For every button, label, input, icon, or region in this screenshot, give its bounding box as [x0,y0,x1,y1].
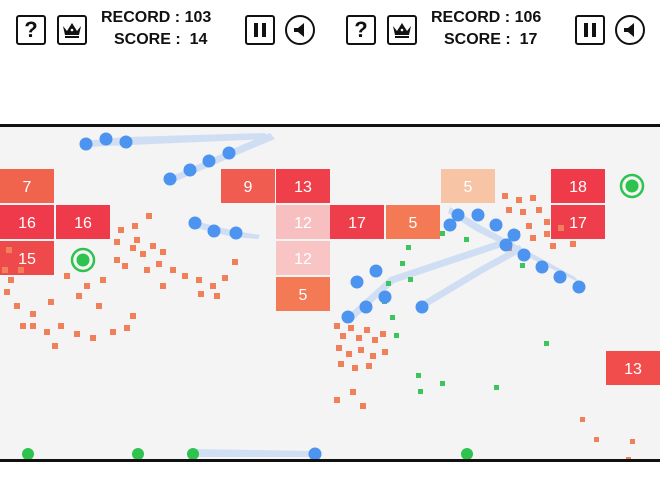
help-button[interactable]: ? [346,15,376,45]
help-icon: ? [354,17,368,42]
sound-icon [624,23,634,37]
sound-icon [294,23,304,37]
crown-icon [393,23,411,38]
extra-ball-ring [70,247,96,273]
bottom-bar-left [0,462,330,477]
block-value: 7 [23,179,32,196]
block-value: 16 [74,215,92,232]
crown-icon [63,23,81,38]
pause-button[interactable] [575,15,605,45]
launch-markers [22,448,199,459]
balls [341,208,586,324]
block-value: 12 [294,251,312,268]
record-line: RECORD : 103 [101,9,211,27]
bottom-bar-right [330,462,660,477]
sound-button[interactable] [615,15,645,45]
block-2: 16 [56,205,110,239]
pause-button[interactable] [245,15,275,45]
playfield-graphics-left: 7 16 16 15 9 13 12 12 5 [0,132,330,459]
record-label: RECORD : [101,9,181,26]
playfield-graphics-right: 5 18 17 17 5 13 [330,169,660,459]
block-value: 16 [18,215,36,232]
block-value: 13 [624,361,642,378]
block-6: 12 [276,205,330,239]
leaderboard-button[interactable] [387,15,417,45]
record-line: RECORD : 106 [431,9,541,27]
block-1: 18 [551,169,605,203]
help-button[interactable]: ? [16,15,46,45]
record-label: RECORD : [431,9,511,26]
score-label: SCORE : [114,31,181,48]
sound-button[interactable] [285,15,315,45]
score-label: SCORE : [444,31,511,48]
hud-right: ? RECORD : 106 SCORE : 17 [330,0,660,124]
debris-particles [2,213,238,349]
block-3: 15 [0,241,54,275]
block-value: 13 [294,179,312,196]
balls [79,132,322,459]
score-value: 17 [519,31,538,48]
block-3: 17 [330,205,384,239]
block-value: 18 [569,179,587,196]
block-7: 12 [276,241,330,275]
launch-markers [461,448,473,459]
playfield-left[interactable]: 7 16 16 15 9 13 12 12 5 [0,124,330,462]
block-value: 15 [18,251,36,268]
block-2: 17 [551,205,605,239]
record-value: 106 [514,9,542,26]
block-0: 5 [441,169,495,203]
block-value: 12 [294,215,312,232]
block-value: 5 [464,179,473,196]
help-icon: ? [24,17,38,42]
extra-ball-ring [619,173,645,199]
debris-particles [334,193,635,459]
block-value: 5 [299,287,308,304]
block-5: 13 [276,169,330,203]
playfield-right[interactable]: 5 18 17 17 5 13 [330,124,660,462]
block-value: 17 [348,215,366,232]
block-value: 9 [244,179,253,196]
block-1: 16 [0,205,54,239]
pause-icon [584,23,596,37]
score-line: SCORE : 14 [114,31,207,49]
block-8: 5 [276,277,330,311]
block-5: 13 [606,351,660,385]
green-particles [382,231,549,394]
block-value: 17 [569,215,587,232]
game-panel-right: ? RECORD : 106 SCORE : 17 5 18 17 17 5 1… [330,0,660,477]
block-4: 5 [386,205,440,239]
block-4: 9 [221,169,275,203]
score-value: 14 [189,31,208,48]
hud-left: ? RECORD : 103 SCORE : 14 [0,0,330,124]
pause-icon [254,23,266,37]
block-0: 7 [0,169,54,203]
score-line: SCORE : 17 [444,31,537,49]
game-panel-left: ? RECORD : 103 SCORE : 14 7 16 16 15 [0,0,330,477]
leaderboard-button[interactable] [57,15,87,45]
record-value: 103 [184,9,212,26]
block-value: 5 [409,215,418,232]
